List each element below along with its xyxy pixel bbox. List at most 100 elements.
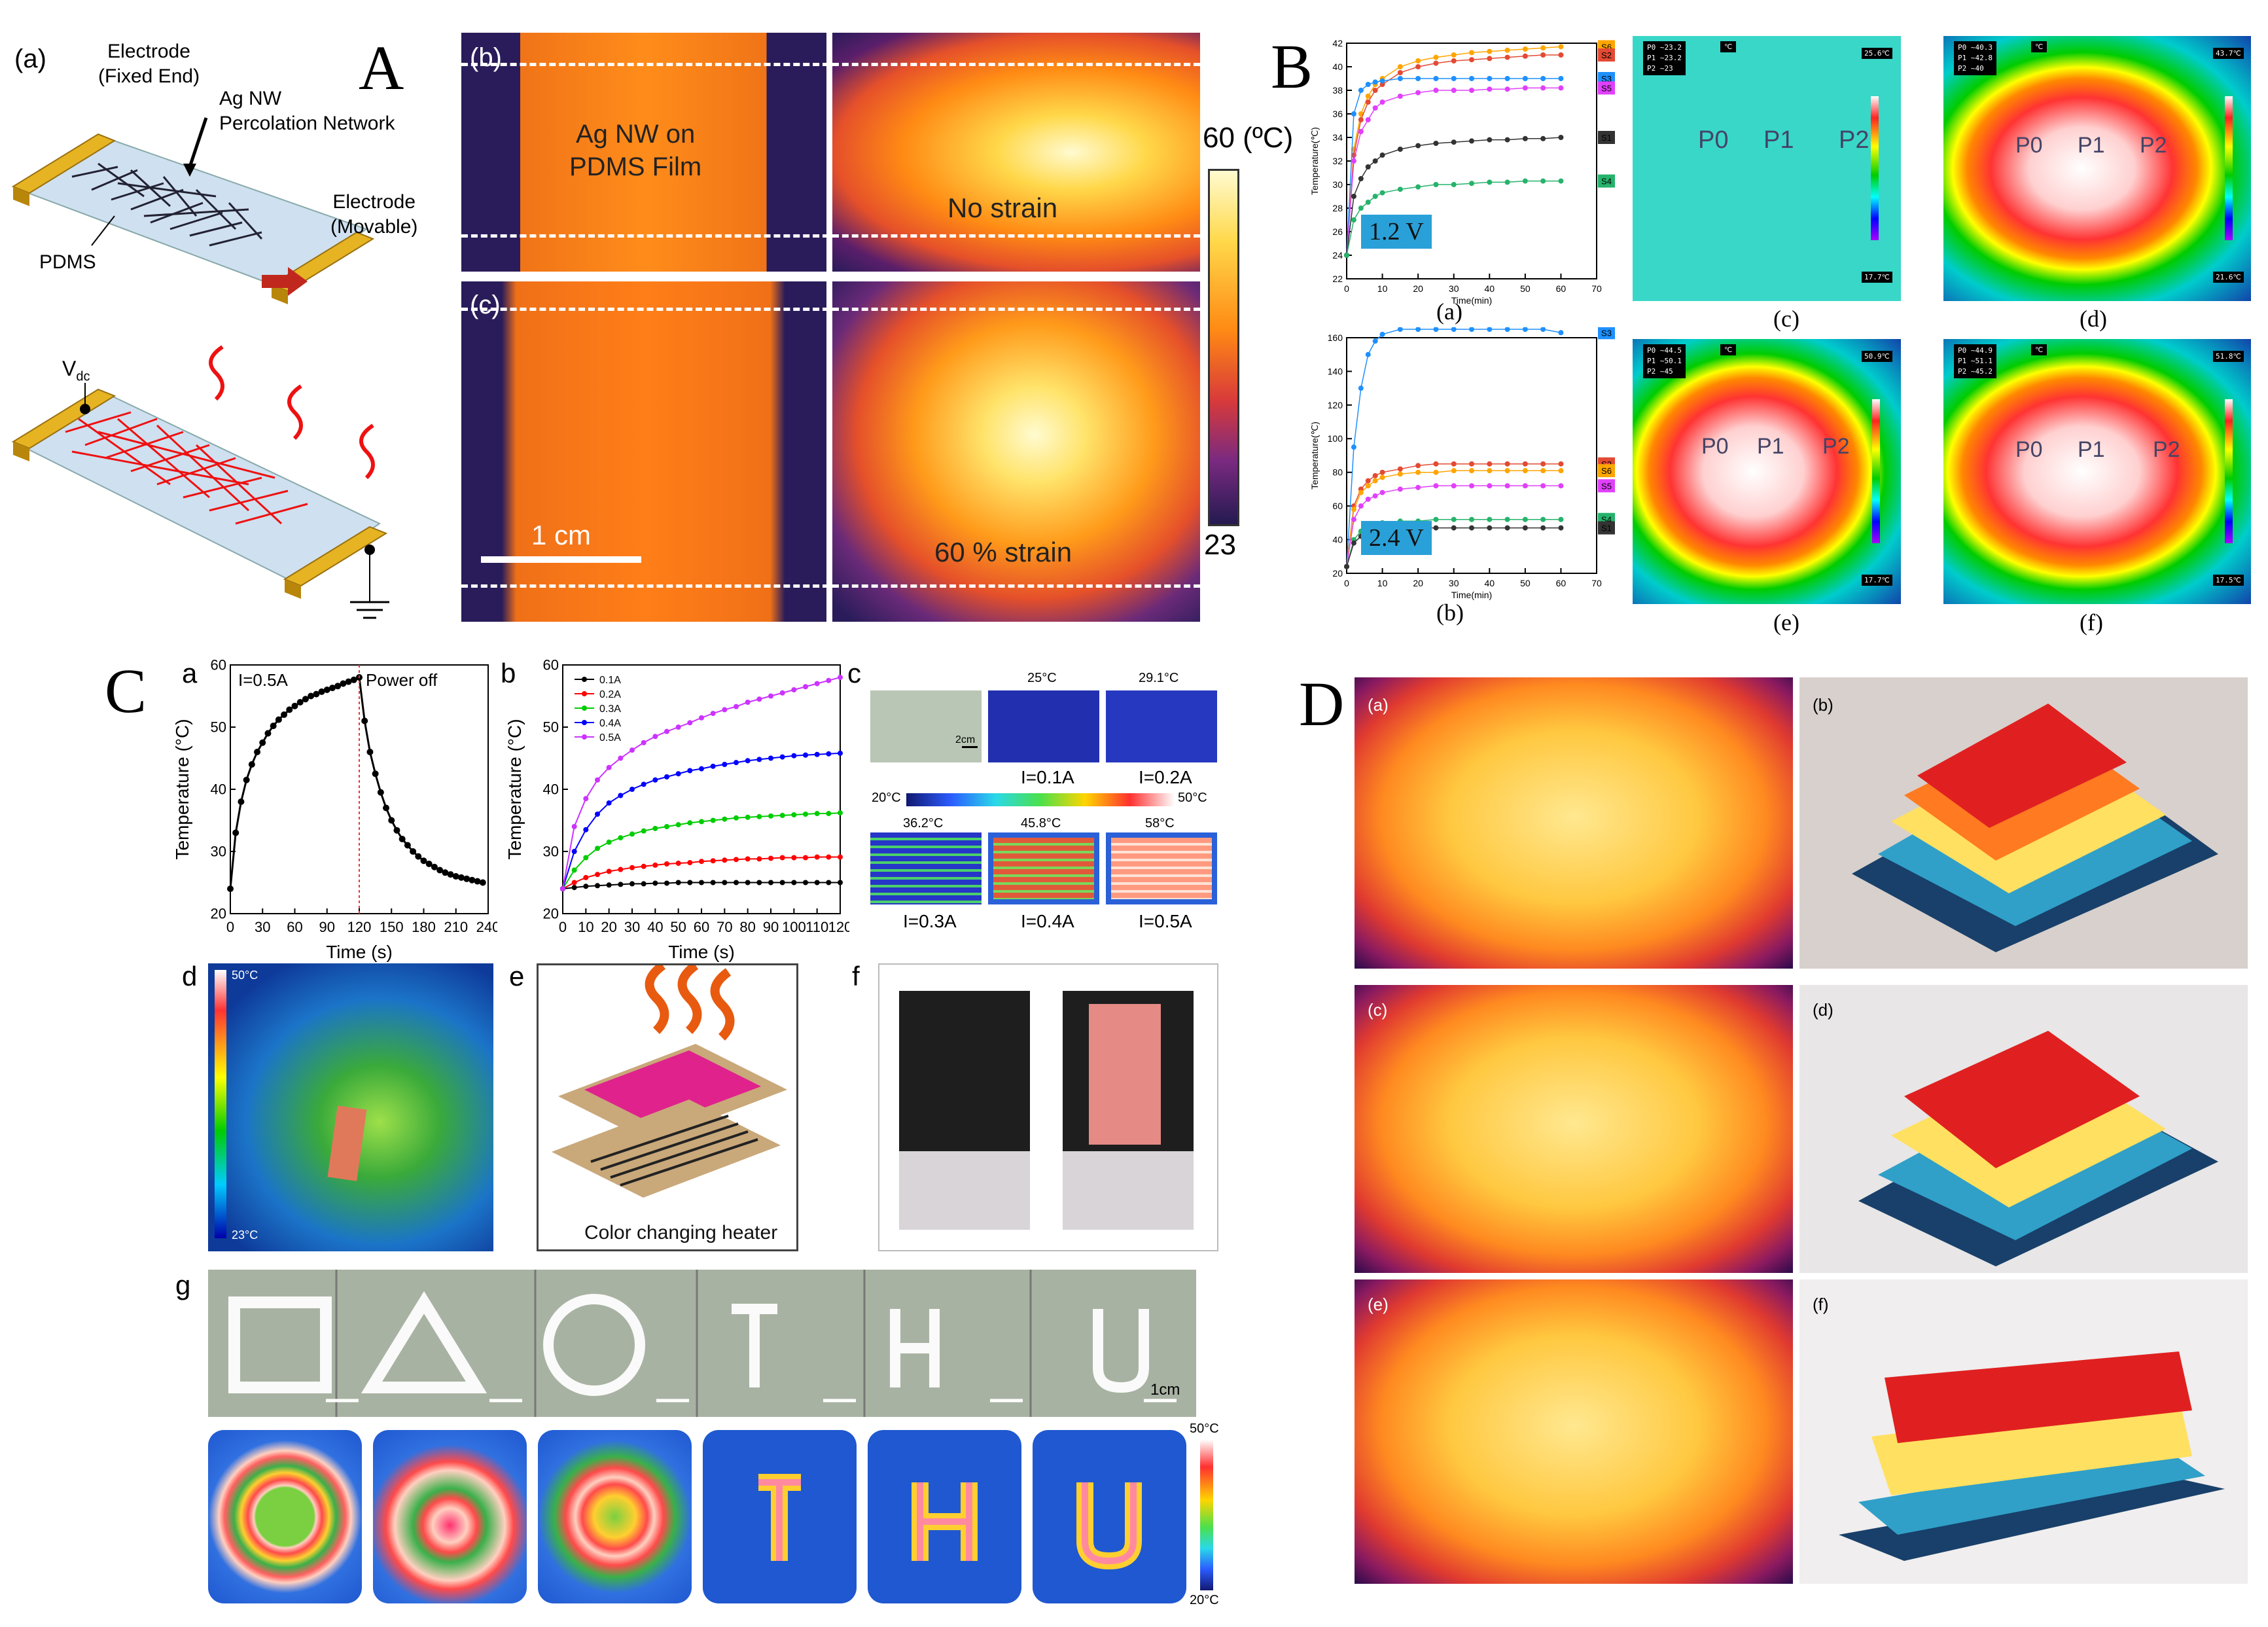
d-colorbar xyxy=(215,970,226,1238)
reading-c-p1: P1 ~23.2 xyxy=(1647,54,1682,62)
data-point xyxy=(1397,187,1403,192)
g-scale-label: 1cm xyxy=(1150,1381,1180,1399)
data-point xyxy=(372,770,379,778)
data-point xyxy=(699,715,704,721)
series-line xyxy=(1346,485,1561,567)
shape-thermal-strip xyxy=(208,1430,1196,1603)
data-point xyxy=(803,812,808,817)
x-tick-label: 20 xyxy=(601,919,616,935)
data-point xyxy=(595,812,600,817)
readings-box-c: P0 ~23.2 P1 ~23.2 P2 ~23 xyxy=(1643,41,1686,75)
y-tick-label: 60 xyxy=(1332,501,1343,511)
legend-marker xyxy=(582,691,587,696)
x-tick-label: 40 xyxy=(1484,283,1495,294)
x-tick-label: 70 xyxy=(1591,283,1602,294)
data-point xyxy=(1365,483,1371,489)
label-electrode-fixed-l2: (Fixed End) xyxy=(98,65,200,87)
data-point xyxy=(1451,139,1457,145)
series-line xyxy=(1346,46,1561,256)
data-point xyxy=(1522,468,1528,474)
current-annotation: I=0.5A xyxy=(238,670,289,690)
data-point xyxy=(734,760,739,766)
series-tag-bg xyxy=(1598,81,1615,95)
data-point xyxy=(756,880,762,885)
data-point xyxy=(838,675,843,680)
data-point xyxy=(1433,327,1439,332)
data-point xyxy=(745,814,751,820)
data-point xyxy=(745,758,751,764)
data-point xyxy=(791,687,797,692)
series-line xyxy=(1346,470,1561,567)
data-point xyxy=(583,855,589,861)
data-point xyxy=(1469,468,1474,474)
reading-e-p1: P1 ~50.1 xyxy=(1647,357,1682,365)
series-tag: S3 xyxy=(1598,327,1615,340)
temp-0-2a: 29.1°C xyxy=(1139,671,1179,685)
chart-c-b: 0 10 20 30 40 50 60 70 80 90 100 110 120 20 30 40 50 60 Ti… xyxy=(505,657,849,962)
data-point xyxy=(1379,152,1385,158)
data-point xyxy=(350,676,357,683)
data-point xyxy=(826,677,832,683)
current-0-3a: I=0.3A xyxy=(903,911,957,931)
data-point xyxy=(664,728,669,734)
min-temp-f: 17.5℃ xyxy=(2213,575,2244,586)
data-point xyxy=(1487,86,1493,92)
reading-c-p0: P0 ~23.2 xyxy=(1647,43,1682,52)
y-tick-label: 100 xyxy=(1328,433,1343,444)
data-point xyxy=(1504,137,1510,143)
min-temp-d: 21.6℃ xyxy=(2213,272,2244,283)
data-point xyxy=(722,880,728,885)
data-point xyxy=(425,861,433,867)
film-label-l1: Ag NW on xyxy=(575,120,696,149)
data-point xyxy=(1522,461,1528,467)
data-point xyxy=(606,764,612,770)
reading-d-p0: P0 ~40.3 xyxy=(1958,43,1993,52)
data-point xyxy=(571,867,577,873)
data-point xyxy=(388,817,395,824)
data-point xyxy=(664,861,669,867)
film-label: Ag NW on PDMS Film xyxy=(569,118,701,183)
data-point xyxy=(1379,474,1385,480)
data-point xyxy=(791,880,797,885)
unit-box-d: ℃ xyxy=(2031,41,2047,52)
voltage-label-bottom: 2.4 V xyxy=(1361,521,1432,555)
series-tag: S6 xyxy=(1598,464,1615,478)
dash-line-2 xyxy=(461,234,1200,238)
point-label-c-p2: P2 xyxy=(1839,126,1869,154)
data-point xyxy=(1433,60,1439,66)
y-tick-label: 30 xyxy=(543,844,559,860)
x-tick-label: 30 xyxy=(255,919,270,935)
data-point xyxy=(838,750,843,756)
label-electrode-movable: Electrode (Movable) xyxy=(330,190,417,240)
data-point xyxy=(474,878,481,885)
min-temp-e: 17.7℃ xyxy=(1862,575,1892,586)
data-point xyxy=(1540,85,1546,91)
data-point xyxy=(1397,147,1403,152)
x-tick-label: 50 xyxy=(1520,283,1531,294)
unit-box-f: ℃ xyxy=(2031,344,2047,355)
surface-plot-d-b xyxy=(1799,677,2248,969)
data-point xyxy=(675,822,681,828)
label-pdms: PDMS xyxy=(39,251,96,273)
data-point xyxy=(1433,483,1439,489)
data-point xyxy=(571,849,577,854)
data-point xyxy=(1522,178,1528,184)
readings-box-d: P0 ~40.3 P1 ~42.8 P2 ~40 xyxy=(1954,41,1996,75)
y-tick-label: 120 xyxy=(1328,400,1343,410)
data-point xyxy=(722,816,728,822)
y-tick-label: 38 xyxy=(1332,85,1343,96)
data-point xyxy=(436,867,444,874)
surface-plot-d-svg xyxy=(1858,1031,2218,1266)
data-point xyxy=(1433,76,1439,81)
data-point xyxy=(1433,516,1439,522)
y-tick-label: 20 xyxy=(543,906,559,922)
panel-a-letter: A xyxy=(359,33,404,103)
data-point xyxy=(1415,90,1421,96)
chart-b-a: 0 10 20 30 40 50 60 70 22 24 26 28 30 32 34 36 38 40 42 Tim… xyxy=(1309,38,1615,306)
data-point xyxy=(814,681,820,687)
data-point xyxy=(814,854,820,860)
series-tag-label: S5 xyxy=(1601,481,1612,491)
data-point xyxy=(1397,64,1403,69)
colorbar-max-label: 60 (ºC) xyxy=(1203,122,1294,154)
series-line xyxy=(1346,463,1561,567)
